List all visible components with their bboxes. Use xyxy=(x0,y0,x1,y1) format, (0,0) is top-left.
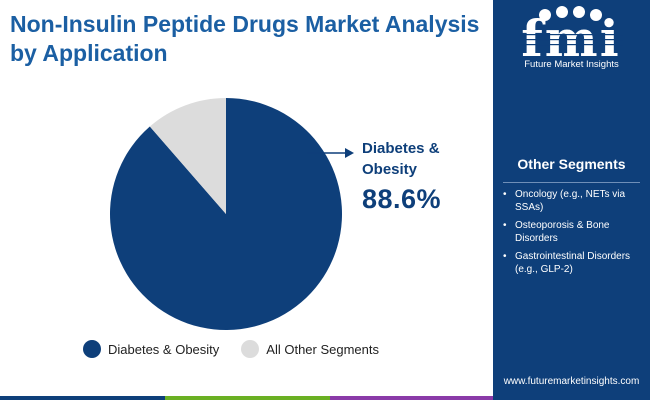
list-item: • Osteoporosis & Bone Disorders xyxy=(501,219,641,245)
legend-swatch-icon xyxy=(241,340,260,358)
legend-label: All Other Segments xyxy=(266,341,379,357)
page-title: Non-Insulin Peptide Drugs Market Analysi… xyxy=(10,11,480,66)
list-item: • Oncology (e.g., NETs via SSAs) xyxy=(501,188,641,214)
divider xyxy=(503,182,640,183)
pie-slice-diabetes-obesity xyxy=(109,98,343,331)
bottom-bar-segment xyxy=(165,396,330,400)
fmi-logo-icon: fmi xyxy=(519,6,623,68)
other-segments-list: • Oncology (e.g., NETs via SSAs) • Osteo… xyxy=(501,188,641,281)
list-item-text: Oncology (e.g., NETs via SSAs) xyxy=(515,189,626,213)
callout-value: 88.6% xyxy=(362,184,442,214)
legend-label: Diabetes & Obesity xyxy=(108,341,220,357)
bottom-bar-segment xyxy=(330,396,493,400)
bullet-icon: • xyxy=(503,220,507,231)
other-segments-heading: Other Segments xyxy=(517,156,626,172)
logo-caption: Future Market Insights xyxy=(524,59,619,70)
list-item-text: Osteoporosis & Bone Disorders xyxy=(515,220,610,244)
website-url[interactable]: www.futuremarketinsights.com xyxy=(503,376,640,387)
chart-legend: Diabetes & Obesity All Other Segments xyxy=(83,340,401,358)
svg-text:fmi: fmi xyxy=(521,9,620,64)
legend-item-all-other-segments: All Other Segments xyxy=(241,340,379,358)
bottom-bar-segment xyxy=(0,396,165,400)
bullet-icon: • xyxy=(503,189,507,200)
callout-arrow-icon xyxy=(345,148,354,158)
pie-slices xyxy=(109,98,343,331)
fmi-logo: fmi xyxy=(515,6,627,68)
sidebar: fmi Future Market Insights Other Segment… xyxy=(493,0,650,400)
callout-label: Diabetes & Obesity xyxy=(362,140,440,178)
list-item-text: Gastrointestinal Disorders (e.g., GLP-2) xyxy=(515,251,631,275)
legend-item-diabetes-obesity: Diabetes & Obesity xyxy=(83,340,219,358)
legend-swatch-icon xyxy=(83,340,101,358)
bottom-color-bar xyxy=(0,396,493,400)
list-item: • Gastrointestinal Disorders (e.g., GLP-… xyxy=(501,250,641,276)
bullet-icon: • xyxy=(503,251,507,262)
pie-slice-all-other-segments xyxy=(149,98,226,214)
